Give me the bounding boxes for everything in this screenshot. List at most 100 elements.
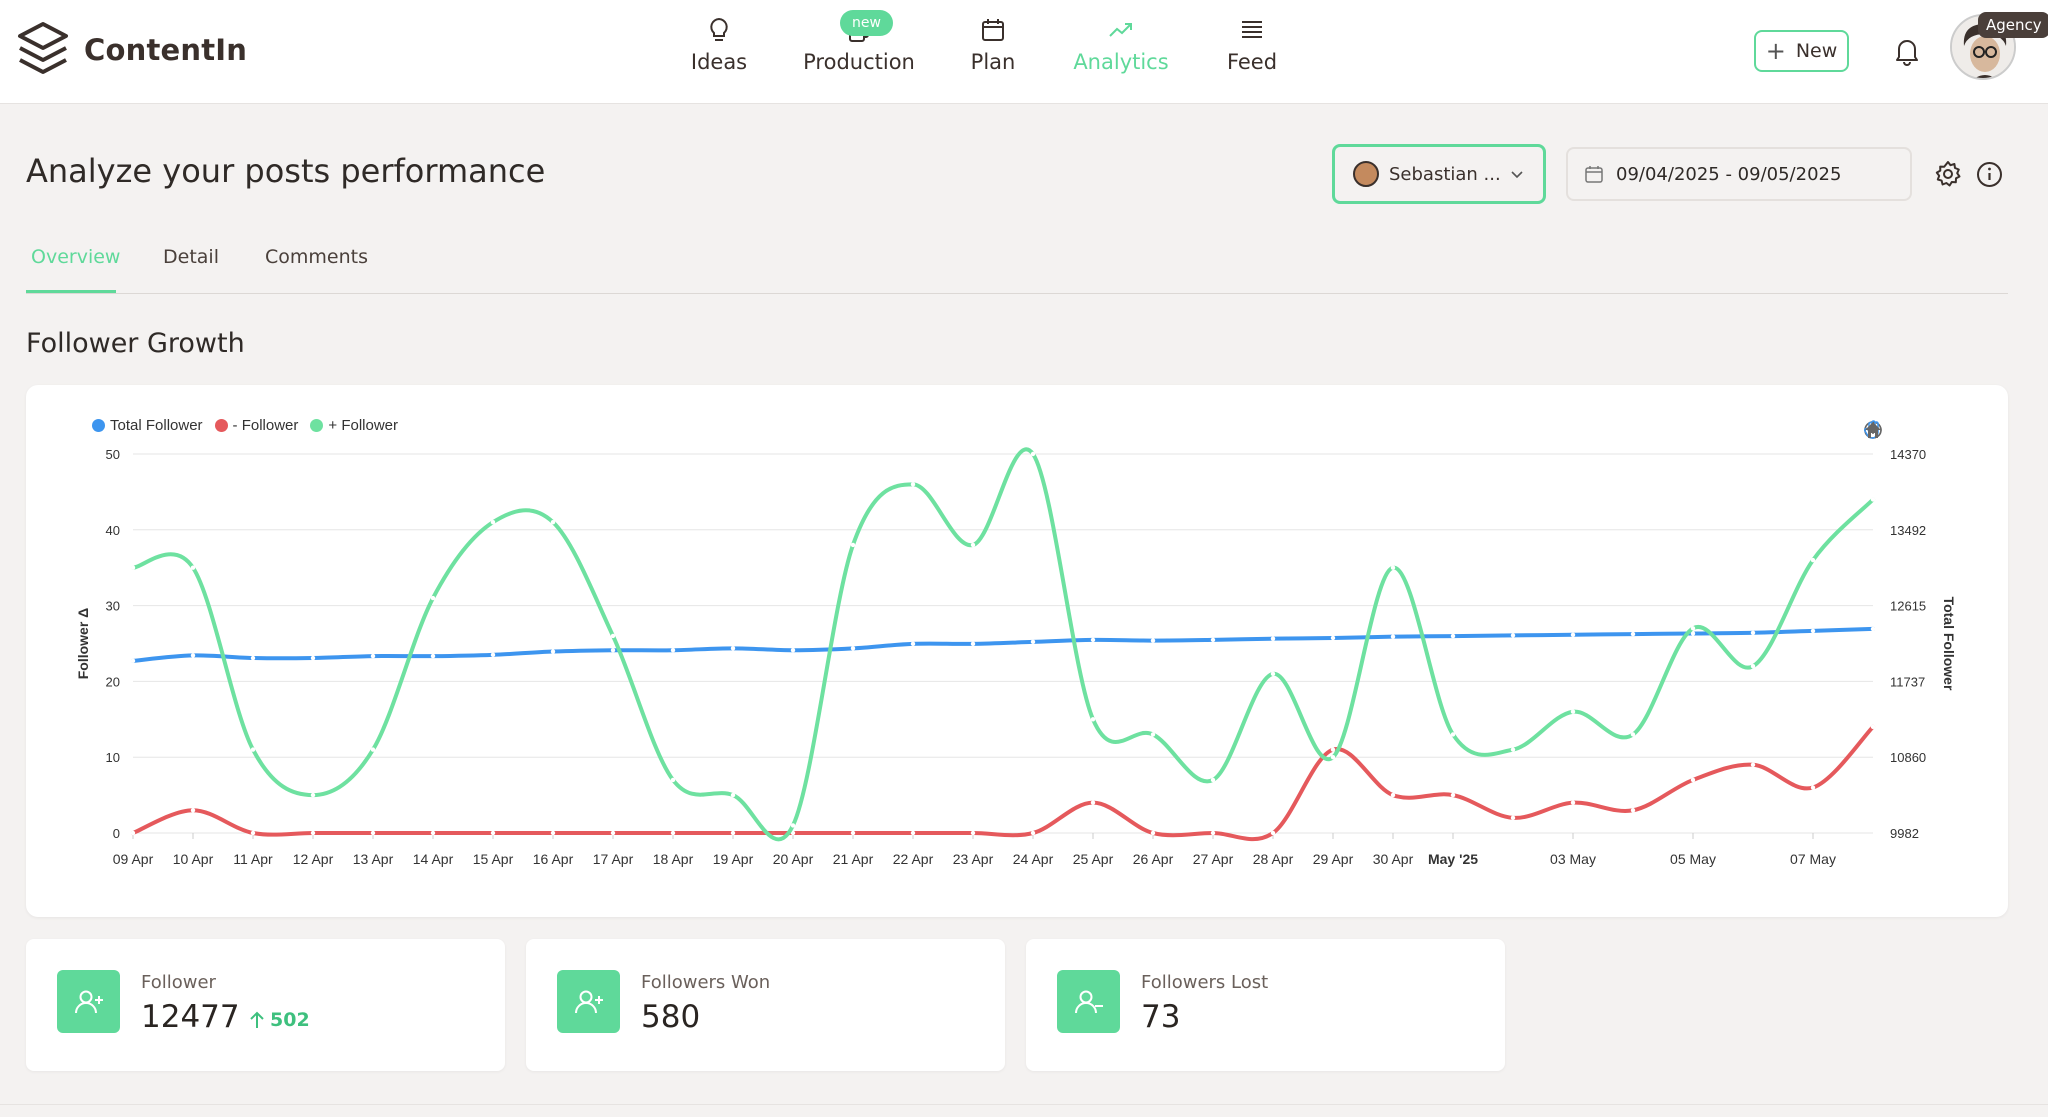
y-left-tick-label: 40 (106, 523, 120, 538)
app-logo[interactable]: ContentIn (16, 20, 247, 80)
x-tick-label: 15 Apr (473, 851, 514, 867)
data-point (1870, 724, 1876, 730)
data-point (790, 648, 796, 653)
stat-value: 580 (641, 999, 701, 1035)
data-point (850, 646, 856, 651)
x-tick-label: May '25 (1428, 851, 1478, 867)
follower-growth-chart: 50 14370 40 13492 30 12615 20 11737 10 10860 0 9982… (26, 385, 2008, 917)
user-plus-icon (574, 990, 603, 1013)
account-name: Sebastian ... (1389, 163, 1501, 185)
user-plus-icon (74, 990, 103, 1013)
x-tick-label: 28 Apr (1253, 851, 1294, 867)
data-point (550, 649, 556, 654)
nav-production[interactable]: Production (803, 16, 915, 86)
stat-label: Followers Lost (1141, 972, 1269, 993)
tab-overview[interactable]: Overview (31, 246, 121, 268)
data-point (1450, 732, 1456, 737)
bell-icon[interactable] (1893, 36, 1921, 66)
data-point (1030, 451, 1036, 457)
stat-delta: 502 (248, 1009, 310, 1031)
legend-label: Total Follower (110, 417, 203, 434)
nav-ideas[interactable]: Ideas (691, 16, 747, 86)
data-point (1570, 800, 1576, 805)
data-point (370, 747, 376, 752)
data-point (1090, 637, 1096, 643)
data-point (730, 646, 736, 651)
layers-logo-icon (18, 22, 68, 74)
data-point (310, 655, 316, 661)
y-right-tick-label: 12615 (1890, 599, 1926, 614)
data-point (250, 655, 256, 661)
data-point (1630, 631, 1636, 637)
x-tick-label: 17 Apr (593, 851, 634, 867)
gear-icon[interactable] (1934, 160, 1962, 188)
data-point (730, 830, 736, 836)
data-point (1570, 632, 1576, 637)
data-point (1450, 633, 1456, 639)
y-left-tick-label: 20 (106, 674, 120, 689)
tab-detail[interactable]: Detail (163, 246, 219, 268)
arrow-up-icon (250, 1011, 264, 1028)
user-avatar-menu[interactable]: Agency (1950, 12, 2048, 84)
x-tick-label: 11 Apr (233, 851, 273, 867)
chevron-down-icon (1511, 171, 1523, 179)
x-tick-label: 25 Apr (1073, 851, 1114, 867)
data-point (790, 830, 796, 836)
x-tick-label: 05 May (1670, 851, 1716, 867)
data-point (190, 653, 196, 658)
legend-plus-follower[interactable]: + Follower (310, 417, 398, 434)
date-range-picker[interactable]: 09/04/2025 - 09/05/2025 (1566, 147, 1912, 201)
new-button[interactable]: + New (1754, 30, 1849, 72)
data-point (1150, 830, 1156, 836)
legend-total-follower[interactable]: Total Follower (92, 417, 203, 434)
data-point (1390, 634, 1396, 639)
stat-delta-value: 502 (270, 1009, 310, 1031)
data-point (130, 565, 136, 570)
info-icon[interactable] (1976, 161, 2003, 188)
x-tick-label: 07 May (1790, 851, 1836, 867)
data-point (970, 641, 976, 647)
legend-dot (310, 419, 324, 432)
x-tick-label: 03 May (1550, 851, 1596, 867)
data-point (610, 648, 616, 653)
divider (0, 1104, 2048, 1105)
data-point (970, 542, 976, 548)
data-point (430, 830, 436, 836)
data-point (1870, 626, 1876, 632)
data-point (1450, 792, 1456, 798)
account-selector[interactable]: Sebastian ... (1332, 144, 1546, 204)
nav-feed-label: Feed (1226, 50, 1278, 74)
home-reset-icon[interactable] (1862, 419, 1884, 441)
stat-value: 12477 (141, 999, 240, 1035)
x-tick-label: 20 Apr (773, 851, 814, 867)
lightbulb-icon (710, 17, 728, 41)
data-point (310, 830, 316, 836)
data-point (1090, 800, 1096, 805)
y-left-axis-title: Follower Δ (75, 608, 91, 680)
stat-icon-box (557, 970, 620, 1033)
x-tick-label: 19 Apr (713, 851, 754, 867)
nav-analytics[interactable]: Analytics (1073, 16, 1169, 86)
data-point (610, 633, 616, 639)
calendar-icon (1585, 166, 1603, 183)
y-left-tick-label: 10 (106, 750, 120, 765)
y-right-tick-label: 10860 (1890, 750, 1926, 765)
data-point (130, 830, 136, 836)
data-point (670, 777, 676, 783)
legend-minus-follower[interactable]: - Follower (214, 417, 299, 434)
tab-comments[interactable]: Comments (265, 246, 368, 268)
data-point (1210, 637, 1216, 643)
data-point (1510, 633, 1516, 638)
data-point (1510, 815, 1516, 821)
data-point (190, 808, 196, 813)
data-point (490, 652, 496, 658)
stat-icon-box (57, 970, 120, 1033)
nav-feed[interactable]: Feed (1226, 16, 1278, 86)
data-point (610, 830, 616, 836)
nav-plan[interactable]: Plan (970, 16, 1016, 86)
data-point (490, 830, 496, 836)
legend-label: - Follower (232, 417, 299, 434)
data-point (130, 658, 136, 664)
y-left-tick-label: 50 (106, 447, 120, 462)
data-point (250, 830, 256, 836)
